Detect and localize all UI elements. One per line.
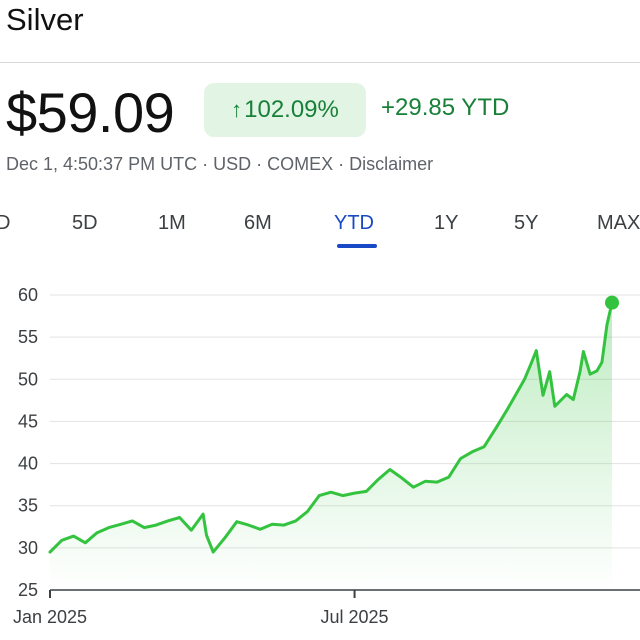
y-tick-label: 55 bbox=[18, 327, 38, 347]
x-tick-label: Jan 2025 bbox=[13, 607, 87, 627]
series-area bbox=[50, 302, 612, 590]
last-price-marker[interactable] bbox=[605, 295, 619, 310]
page-title: Silver bbox=[6, 2, 84, 37]
tab-5y[interactable]: 5Y bbox=[514, 212, 539, 234]
tab-5d[interactable]: 5D bbox=[72, 212, 98, 234]
tab-1y[interactable]: 1Y bbox=[434, 212, 459, 234]
change-percent-badge: ↑ 102.09% bbox=[204, 83, 366, 137]
tab-ytd[interactable]: YTD bbox=[334, 212, 374, 234]
y-tick-label: 40 bbox=[18, 454, 38, 474]
arrow-up-icon: ↑ bbox=[231, 97, 243, 122]
tab-1d[interactable]: D bbox=[0, 212, 11, 234]
ytd-change: +29.85 YTD bbox=[381, 94, 510, 121]
header-divider bbox=[0, 62, 640, 63]
change-percent-value: 102.09% bbox=[244, 96, 339, 123]
x-axis: Jan 2025 Jul 2025 bbox=[13, 590, 389, 627]
grid-lines bbox=[50, 294, 640, 549]
tab-1m[interactable]: 1M bbox=[158, 212, 186, 234]
price-chart[interactable]: 25 30 35 40 45 50 55 60 Jan 2025 Jul 2025 bbox=[0, 260, 640, 640]
tab-6m[interactable]: 6M bbox=[244, 212, 272, 234]
y-tick-label: 35 bbox=[18, 496, 38, 516]
y-tick-label: 30 bbox=[18, 538, 38, 558]
tab-max[interactable]: MAX bbox=[597, 212, 640, 234]
current-price: $59.09 bbox=[6, 81, 175, 144]
y-tick-label: 60 bbox=[18, 285, 38, 305]
x-tick-label: Jul 2025 bbox=[321, 607, 389, 627]
selected-tab-indicator bbox=[337, 244, 377, 248]
quote-meta: Dec 1, 4:50:37 PM UTC · USD · COMEX · Di… bbox=[6, 154, 434, 174]
series-line bbox=[48, 301, 614, 554]
y-axis: 25 30 35 40 45 50 55 60 bbox=[18, 285, 38, 600]
y-tick-label: 45 bbox=[18, 411, 38, 431]
y-tick-label: 25 bbox=[18, 580, 38, 600]
y-tick-label: 50 bbox=[18, 369, 38, 389]
